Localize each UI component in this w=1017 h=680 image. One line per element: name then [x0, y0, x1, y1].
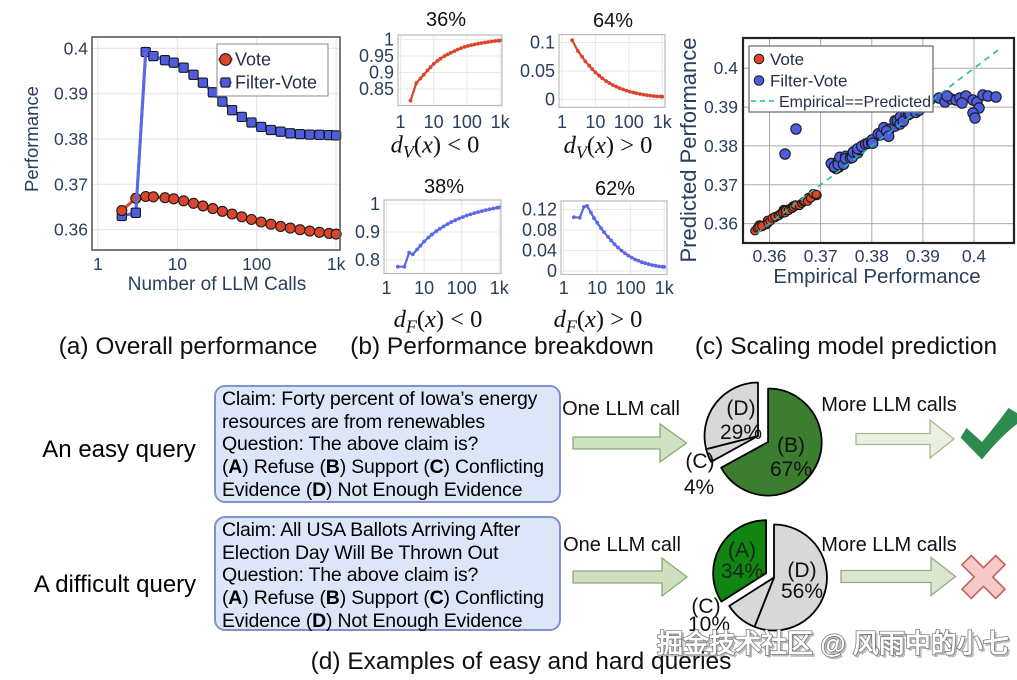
svg-text:0.36: 0.36 — [704, 214, 738, 234]
svg-text:1: 1 — [559, 278, 569, 298]
svg-text:0.4: 0.4 — [714, 58, 739, 78]
svg-text:Empirical==Predicted: Empirical==Predicted — [779, 94, 931, 111]
svg-text:Vote: Vote — [235, 50, 271, 70]
svg-text:0.37: 0.37 — [804, 246, 838, 266]
svg-text:dV(x) < 0: dV(x) < 0 — [391, 132, 480, 163]
svg-text:38%: 38% — [424, 176, 464, 198]
svg-text:10: 10 — [414, 278, 434, 298]
svg-text:10: 10 — [424, 112, 444, 132]
svg-text:0.9: 0.9 — [369, 63, 394, 83]
svg-text:1k: 1k — [327, 254, 346, 274]
svg-text:More LLM calls: More LLM calls — [821, 394, 957, 416]
svg-text:1: 1 — [557, 112, 567, 132]
svg-text:0.38: 0.38 — [54, 129, 88, 149]
svg-text:0: 0 — [547, 261, 557, 281]
svg-text:(C): (C) — [691, 595, 720, 618]
svg-text:0.9: 0.9 — [355, 222, 380, 242]
svg-text:100: 100 — [242, 254, 271, 274]
svg-text:0.36: 0.36 — [752, 246, 786, 266]
svg-text:1k: 1k — [653, 112, 673, 132]
svg-text:34%: 34% — [721, 560, 763, 583]
svg-text:More LLM calls: More LLM calls — [821, 534, 957, 556]
svg-text:10: 10 — [168, 254, 188, 274]
svg-text:Predicted Performance: Predicted Performance — [678, 38, 701, 263]
svg-text:0.4: 0.4 — [64, 38, 89, 58]
svg-text:1: 1 — [370, 194, 380, 214]
svg-text:4%: 4% — [684, 476, 714, 499]
svg-text:0.8: 0.8 — [355, 250, 380, 270]
svg-text:0.05: 0.05 — [520, 61, 555, 81]
svg-text:0: 0 — [545, 90, 555, 110]
svg-text:Performance: Performance — [21, 86, 42, 192]
svg-text:dV(x) > 0: dV(x) > 0 — [564, 132, 653, 163]
svg-text:0.39: 0.39 — [704, 97, 738, 117]
svg-text:Empirical Performance: Empirical Performance — [773, 265, 980, 288]
svg-text:64%: 64% — [593, 10, 633, 32]
svg-text:1: 1 — [381, 278, 391, 298]
svg-text:0.39: 0.39 — [906, 246, 940, 266]
svg-text:掘金技术社区 @ 风雨中的小七: 掘金技术社区 @ 风雨中的小七 — [659, 631, 1011, 661]
svg-text:0.95: 0.95 — [359, 46, 394, 66]
svg-text:1k: 1k — [491, 112, 511, 132]
svg-text:0.37: 0.37 — [704, 175, 738, 195]
svg-text:10%: 10% — [688, 613, 730, 636]
svg-text:0.38: 0.38 — [855, 246, 889, 266]
svg-text:1k: 1k — [490, 278, 510, 298]
svg-text:0.1: 0.1 — [530, 33, 555, 53]
svg-text:1: 1 — [93, 254, 103, 274]
svg-text:1: 1 — [395, 112, 405, 132]
svg-text:Number of LLM Calls: Number of LLM Calls — [128, 274, 306, 295]
svg-text:0.04: 0.04 — [522, 241, 557, 261]
svg-text:10: 10 — [585, 112, 605, 132]
svg-text:(D): (D) — [787, 559, 816, 582]
svg-text:0.12: 0.12 — [522, 200, 557, 220]
svg-text:100: 100 — [616, 278, 646, 298]
svg-text:One LLM call: One LLM call — [563, 534, 681, 556]
svg-text:0.08: 0.08 — [522, 220, 557, 240]
svg-text:0.36: 0.36 — [54, 220, 88, 240]
svg-text:0.85: 0.85 — [359, 79, 394, 99]
svg-text:100: 100 — [614, 112, 644, 132]
svg-text:62%: 62% — [595, 178, 635, 200]
svg-text:Filter-Vote: Filter-Vote — [770, 72, 847, 91]
svg-text:0.38: 0.38 — [704, 136, 738, 156]
svg-text:67%: 67% — [770, 458, 812, 481]
svg-text:10: 10 — [587, 278, 607, 298]
svg-text:dF(x) > 0: dF(x) > 0 — [554, 306, 643, 335]
svg-text:掘金技术社区 @ 风雨中的小七: 掘金技术社区 @ 风雨中的小七 — [657, 629, 1009, 659]
svg-text:0.37: 0.37 — [54, 174, 88, 194]
svg-text:(C): (C) — [685, 450, 714, 473]
svg-text:0.39: 0.39 — [54, 84, 88, 104]
svg-text:Vote: Vote — [770, 50, 804, 69]
svg-text:Filter-Vote: Filter-Vote — [235, 73, 317, 93]
svg-text:(D): (D) — [726, 397, 755, 420]
svg-text:1: 1 — [384, 30, 394, 50]
svg-text:29%: 29% — [720, 421, 762, 444]
svg-text:100: 100 — [452, 112, 482, 132]
svg-text:0.4: 0.4 — [962, 246, 987, 266]
svg-text:100: 100 — [447, 278, 477, 298]
svg-text:56%: 56% — [781, 580, 823, 603]
svg-text:dF(x) < 0: dF(x) < 0 — [394, 306, 483, 335]
svg-text:One LLM call: One LLM call — [562, 398, 680, 420]
svg-text:36%: 36% — [426, 9, 466, 31]
svg-text:(A): (A) — [728, 539, 756, 562]
svg-text:(B): (B) — [777, 434, 805, 457]
svg-text:1k: 1k — [655, 278, 675, 298]
